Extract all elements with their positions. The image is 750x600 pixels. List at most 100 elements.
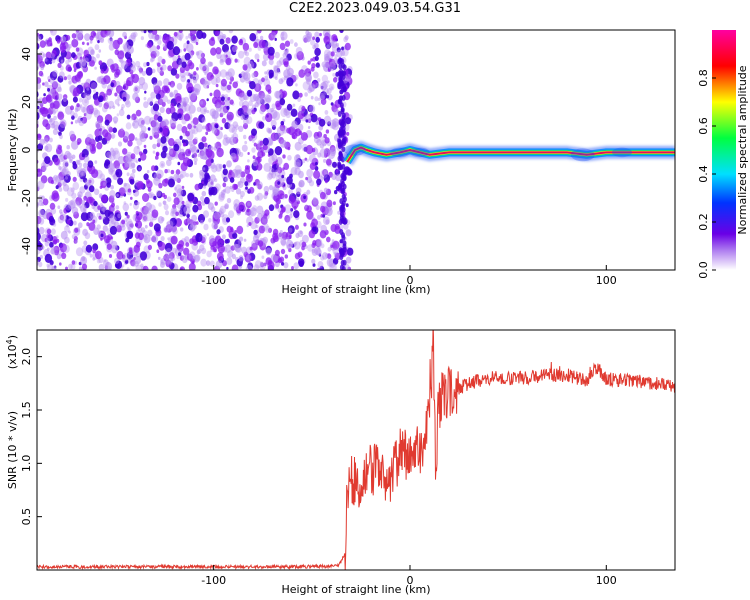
- spectrogram-noise-blob: [197, 153, 201, 158]
- spectrogram-noise-blob: [333, 77, 338, 83]
- spectrogram-noise-blob: [159, 127, 163, 132]
- spectrogram-noise-blob: [277, 133, 281, 137]
- spectrogram-noise-blob: [219, 59, 225, 65]
- spectrogram-noise-blob: [206, 250, 212, 258]
- spectrogram-noise-blob: [269, 165, 273, 170]
- spectrogram-noise-blob: [54, 249, 59, 256]
- spectrogram-noise-blob: [84, 57, 89, 63]
- spectrogram-noise-blob: [166, 159, 172, 167]
- spectrogram-noise-blob: [38, 217, 45, 225]
- spectrogram-noise-blob: [188, 104, 196, 114]
- colorbar-tick-label: 0.2: [697, 213, 710, 231]
- spectrogram-noise-blob: [258, 240, 264, 247]
- spectrogram-noise-blob: [340, 259, 345, 266]
- spectrogram-noise-blob: [261, 216, 268, 224]
- spectrogram-noise-blob: [65, 215, 69, 220]
- spectrogram-noise-blob: [275, 100, 281, 108]
- spectrogram-noise-blob: [281, 174, 285, 179]
- spectrogram-noise-blob: [112, 174, 118, 180]
- spectrogram-noise-blob: [227, 111, 231, 116]
- spectrogram-noise-blob: [124, 259, 129, 264]
- spectrogram-noise-blob: [238, 100, 244, 107]
- spectrogram-noise-blob: [137, 117, 145, 127]
- spectrogram-noise-blob: [87, 160, 94, 168]
- spectrogram-noise-blob: [284, 40, 291, 47]
- spectrogram-noise-blob: [235, 169, 241, 176]
- spectrogram-noise-blob: [148, 191, 154, 199]
- spectrogram-noise-blob: [326, 199, 333, 208]
- spectrogram-noise-blob: [70, 110, 75, 117]
- spectrogram-noise-blob: [177, 161, 181, 166]
- spectrogram-noise-blob: [114, 92, 118, 97]
- spectrogram-noise-blob: [202, 164, 209, 173]
- spectrogram-noise-blob: [200, 52, 205, 58]
- spectrogram-noise-blob: [234, 58, 238, 63]
- spectrogram-noise-blob: [57, 205, 61, 209]
- spectrogram-noise-blob: [304, 73, 312, 82]
- spectrogram-noise-blob: [210, 248, 214, 253]
- spectrogram-noise-blob: [224, 204, 228, 209]
- spectrogram-noise-blob: [245, 265, 253, 270]
- colorbar-tick-label: 0.6: [697, 117, 710, 135]
- spectrogram-noise-blob: [279, 124, 286, 132]
- spectrogram-noise-blob: [214, 201, 218, 206]
- spectrogram-noise-blob: [238, 39, 244, 46]
- spectrogram-noise-blob: [152, 172, 157, 179]
- spectrogram-noise-blob: [65, 59, 70, 65]
- spectrogram-noise-blob: [92, 219, 96, 224]
- spectrogram-noise-blob: [253, 229, 258, 236]
- spectrogram-noise-blob: [102, 129, 109, 138]
- spectrogram-noise-blob: [224, 99, 231, 108]
- spectrogram-noise-blob: [262, 53, 270, 61]
- spectrogram-noise-blob: [42, 116, 46, 121]
- spectrogram-noise-blob: [317, 78, 321, 83]
- spectrogram-noise-blob: [108, 106, 112, 110]
- spectrogram-noise-blob: [181, 101, 186, 107]
- spectrogram-noise-blob: [124, 160, 130, 168]
- spectrogram-noise-blob: [286, 176, 293, 185]
- spectrogram-noise-blob: [145, 202, 152, 211]
- spectrogram-noise-blob: [149, 135, 153, 140]
- spectrogram-noise-blob: [192, 154, 195, 158]
- spectrogram-noise-blob: [86, 222, 90, 227]
- spectrogram-noise-blob: [80, 117, 83, 122]
- spectrogram-noise-blob: [46, 39, 53, 47]
- spectrogram-noise-blob: [96, 224, 101, 230]
- spectrogram-noise-blob: [194, 183, 200, 191]
- spectrogram-noise-blob: [133, 145, 141, 155]
- spectrogram-noise-blob: [183, 113, 191, 122]
- spectrogram-noise-blob: [281, 31, 285, 37]
- spectrogram-noise-blob: [307, 244, 314, 252]
- spectrogram-noise-blob: [191, 154, 195, 159]
- spectrogram-noise-blob: [133, 157, 138, 163]
- spectrogram-noise-blob: [185, 130, 190, 137]
- spectrogram-noise-blob: [50, 123, 56, 129]
- spectrogram-noise-blob: [202, 80, 210, 89]
- spectrogram-noise-blob: [265, 247, 272, 256]
- spectrogram-noise-blob: [162, 95, 169, 103]
- spectrogram-noise-blob: [163, 253, 170, 262]
- spectrogram-noise-blob: [200, 196, 205, 202]
- spectrogram-noise-blob: [313, 71, 319, 79]
- spectrogram-noise-blob: [224, 122, 231, 130]
- spectrogram-noise-blob: [80, 204, 87, 213]
- spectrogram-noise-blob: [172, 46, 181, 56]
- y-tick-label: 1.0: [20, 455, 33, 473]
- spectrogram-noise-blob: [295, 197, 300, 202]
- spectrogram-noise-blob: [263, 193, 268, 200]
- spectrogram-noise-blob: [247, 201, 251, 207]
- spectrogram-noise-blob: [140, 125, 147, 133]
- spectrogram-noise-blob: [180, 227, 184, 232]
- spectrogram-noise-blob: [211, 110, 219, 119]
- spectrogram-noise-blob: [225, 57, 232, 66]
- spectrogram-noise-blob: [183, 48, 187, 52]
- spectrogram-noise-blob: [117, 103, 120, 107]
- spectrogram-noise-blob: [214, 235, 222, 244]
- spectrogram-noise-blob: [128, 247, 133, 253]
- spectrogram-noise-blob: [270, 253, 278, 263]
- spectrogram-noise-blob: [157, 56, 163, 63]
- spectrogram-noise-blob: [192, 117, 199, 125]
- spectrogram-noise-blob: [33, 203, 36, 207]
- spectrogram-noise-blob: [52, 91, 59, 100]
- spectrogram-noise-blob: [158, 241, 166, 251]
